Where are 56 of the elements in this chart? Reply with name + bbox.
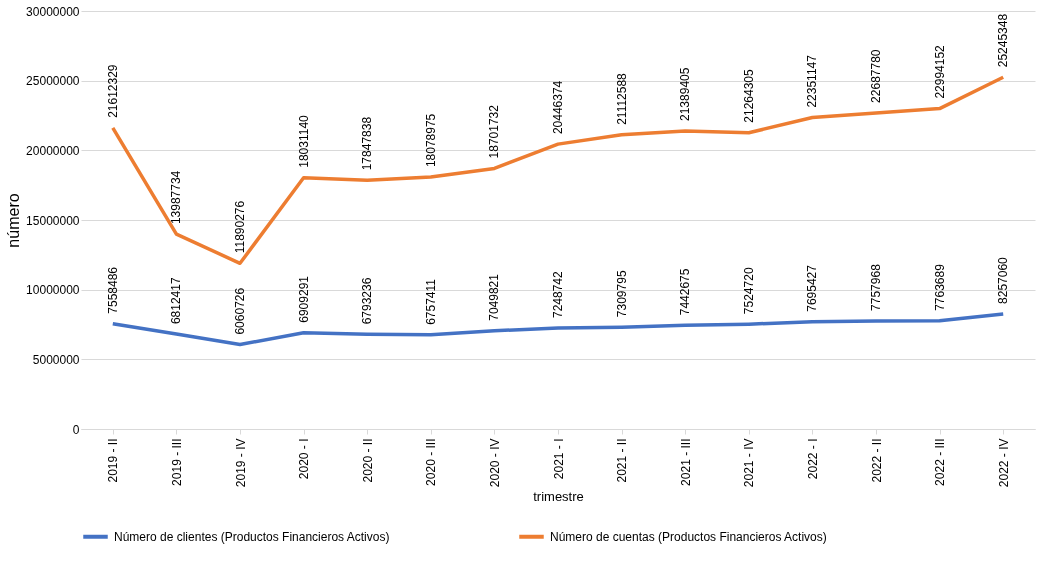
x-tick-label: 2020 - III <box>424 438 439 486</box>
x-tick-label: 2022 - I <box>805 438 820 480</box>
y-tick-label: 15000000 <box>26 213 80 228</box>
data-label: 6757411 <box>423 278 438 325</box>
data-label: 25245348 <box>996 13 1011 68</box>
data-label: 7309795 <box>614 270 629 318</box>
data-label: 7558486 <box>105 266 120 314</box>
x-tick-label: 2020 - IV <box>487 438 502 488</box>
data-label: 22687780 <box>869 49 883 103</box>
data-label: 6909291 <box>296 275 311 323</box>
y-tick-label: 10000000 <box>26 283 80 298</box>
x-tick-label: 2020 - II <box>360 438 375 483</box>
data-label: 13987734 <box>169 170 184 225</box>
data-label: 7524720 <box>741 267 756 315</box>
x-tick-label: 2021 - IV <box>742 438 757 488</box>
y-tick-label: 0 <box>72 422 80 437</box>
data-label: 7049821 <box>487 273 502 321</box>
data-label: 21112588 <box>614 72 629 125</box>
x-tick-label: 2021 - I <box>551 438 566 480</box>
data-label: 21264305 <box>741 69 756 123</box>
data-label: 21612329 <box>105 64 120 118</box>
data-label: 20446374 <box>551 80 565 135</box>
x-tick-label: 2019 - II <box>106 438 121 483</box>
x-tick-label: 2022 - II <box>869 438 884 483</box>
data-label: 7757968 <box>869 263 883 311</box>
y-axis-title: número <box>5 193 23 248</box>
data-label: 22351147 <box>805 54 820 108</box>
y-tick-label: 20000000 <box>26 143 80 158</box>
legend-label: Número de cuentas (Productos Financieros Activos) <box>550 529 827 544</box>
data-label: 7763689 <box>932 263 947 311</box>
y-tick-label: 25000000 <box>26 74 80 89</box>
x-tick-label: 2019 - III <box>169 438 184 486</box>
x-tick-label: 2022 - III <box>933 438 948 486</box>
data-label: 11890276 <box>233 200 247 254</box>
data-label: 18078975 <box>423 113 438 168</box>
x-tick-label: 2021 - III <box>678 438 693 486</box>
data-label: 7695427 <box>805 264 820 312</box>
x-tick-label: 2020 - I <box>297 438 312 480</box>
data-label: 22994152 <box>932 44 947 99</box>
data-label: 7442675 <box>678 268 693 316</box>
x-tick-label: 2021 - II <box>615 438 630 483</box>
legend-label: Número de clientes (Productos Financieros Activos) <box>114 529 390 544</box>
data-label: 8257060 <box>996 256 1011 304</box>
x-tick-label: 2022 - IV <box>996 438 1011 488</box>
data-label: 18031140 <box>296 114 311 168</box>
data-label: 6793236 <box>360 277 375 325</box>
data-label: 7248742 <box>551 270 565 318</box>
data-label: 21389405 <box>678 67 693 121</box>
data-label: 18701732 <box>487 104 502 159</box>
data-label: 6812417 <box>169 277 184 325</box>
data-label: 6060726 <box>233 287 247 335</box>
data-label: 17847838 <box>360 116 375 171</box>
x-tick-label: 2019 - IV <box>233 438 248 488</box>
x-axis-title: trimestre <box>533 489 584 505</box>
y-tick-label: 5000000 <box>32 352 80 367</box>
y-tick-label: 30000000 <box>26 4 80 19</box>
